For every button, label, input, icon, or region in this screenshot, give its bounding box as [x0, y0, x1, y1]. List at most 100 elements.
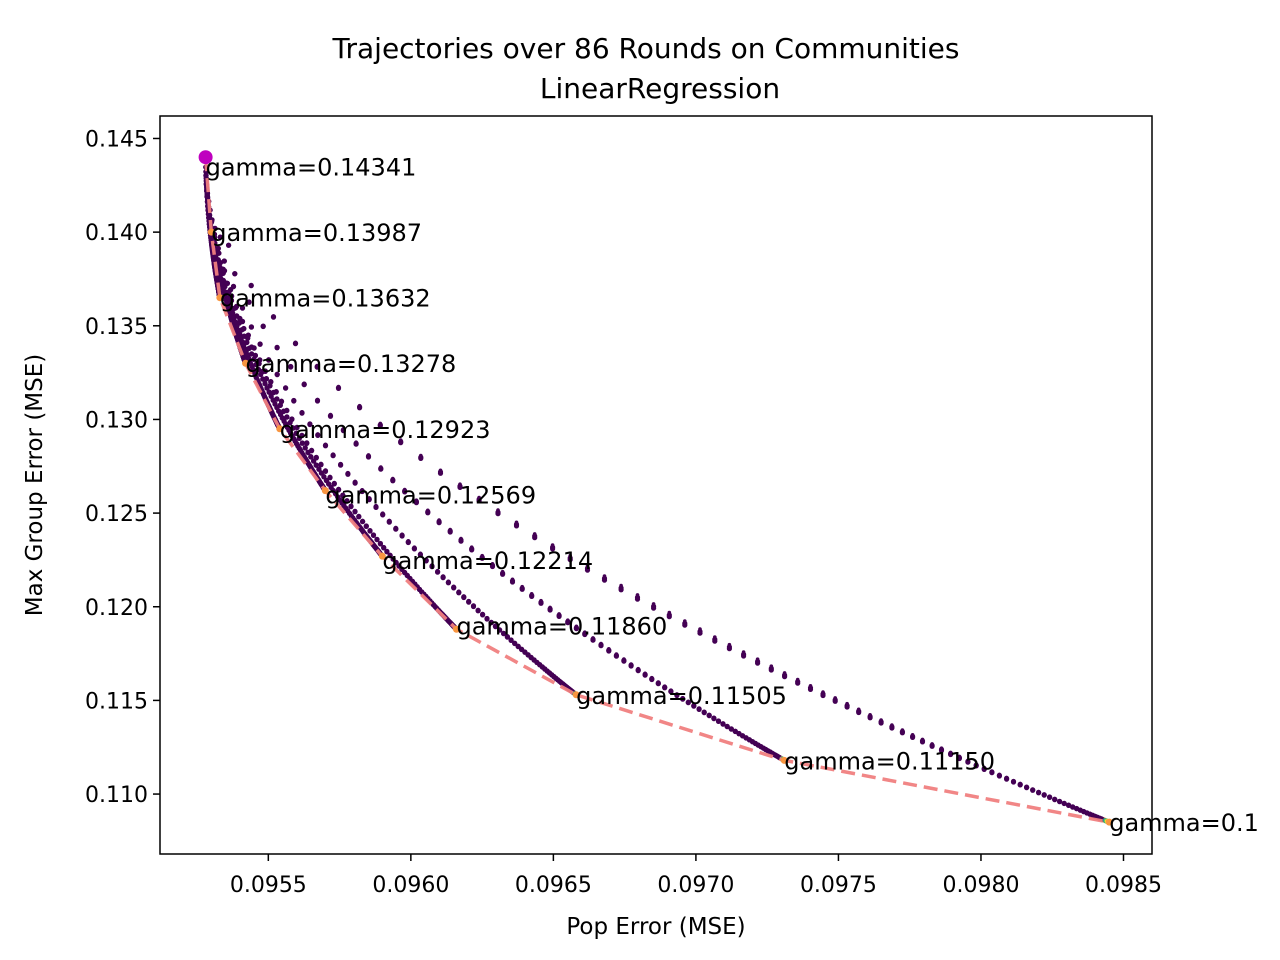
trajectory-point [1004, 775, 1009, 780]
trajectory-point [246, 356, 251, 360]
trajectory-point [418, 551, 423, 556]
trajectory-point [1024, 784, 1029, 789]
trajectory-point [245, 340, 249, 344]
x-tick-label: 0.0960 [372, 873, 449, 898]
trajectory-point [683, 619, 687, 623]
trajectory-point [305, 440, 309, 445]
trajectory-point [426, 508, 430, 513]
trajectory-point [643, 671, 647, 676]
trajectory-point [457, 589, 461, 594]
trajectory-point [532, 532, 537, 536]
trajectory-point [253, 353, 258, 357]
trajectory-point [948, 750, 953, 755]
trajectory-point [400, 532, 404, 537]
trajectory-point [245, 353, 250, 357]
trajectory-point [217, 251, 221, 255]
trajectory-point [725, 724, 729, 728]
y-tick-label: 0.115 [85, 689, 148, 714]
trajectory-point [379, 465, 383, 469]
trajectory-point [1085, 810, 1089, 815]
trajectory-point [466, 598, 471, 603]
trajectory-point [480, 553, 485, 558]
trajectory-point [338, 497, 342, 502]
trajectory-point [236, 328, 241, 332]
trajectory-point [316, 432, 320, 436]
trajectory-point [226, 295, 230, 300]
trajectory-point [1088, 812, 1092, 816]
trajectory-point [261, 323, 266, 328]
trajectory-point [279, 398, 284, 403]
trajectory-point [222, 259, 227, 263]
trajectory-point [636, 666, 640, 671]
trajectory-point [357, 513, 361, 518]
trajectory-point [331, 488, 336, 492]
trajectory-point [574, 624, 579, 629]
y-tick-label: 0.130 [85, 408, 148, 433]
trajectory-point [729, 726, 734, 731]
trajectory-point [229, 294, 234, 298]
chart-title: Trajectories over 86 Rounds on Communiti… [332, 32, 960, 65]
trajectory-point [744, 735, 748, 740]
trajectory-point [345, 508, 350, 513]
trajectory-point [285, 407, 289, 412]
trajectory-point [360, 488, 365, 492]
gamma-annotation: gamma=0.12214 [382, 547, 593, 575]
trajectory-point [406, 539, 411, 543]
trajectory-point [405, 573, 410, 577]
trajectory-point [243, 346, 247, 351]
gamma-annotation: gamma=0.12923 [280, 416, 491, 444]
trajectory-point [424, 557, 429, 562]
trajectory-point [293, 340, 298, 345]
trajectory-point [276, 409, 281, 413]
trajectory-point [1062, 801, 1066, 805]
trajectory-point [267, 389, 271, 394]
trajectory-point [686, 699, 691, 704]
trajectory-point [317, 466, 321, 471]
trajectory-point [430, 563, 434, 567]
trajectory-point [741, 650, 746, 654]
trajectory-point [387, 518, 392, 523]
trajectory-point [650, 675, 654, 680]
trajectory-point [349, 503, 353, 508]
trajectory-point [890, 723, 894, 727]
trajectory-point [314, 455, 319, 459]
gamma-annotation: gamma=0.11505 [576, 682, 787, 710]
trajectory-point [1078, 808, 1083, 812]
y-tick-label: 0.120 [85, 596, 148, 621]
trajectory-point [583, 630, 587, 634]
trajectory-point [669, 688, 673, 692]
y-tick-label: 0.125 [85, 502, 148, 527]
trajectory-point [249, 362, 253, 366]
annotations: gamma=0.14341 gamma=0.13987 gamma=0.13632 g… [206, 154, 1259, 838]
trajectory-point [314, 462, 319, 467]
trajectory-point [252, 345, 256, 350]
trajectory-point [497, 627, 502, 631]
trajectory-point [737, 731, 741, 735]
trajectory-point [354, 440, 358, 445]
trajectory-point [292, 398, 296, 402]
trajectory-point [446, 579, 451, 584]
trajectory-point [225, 281, 230, 285]
trajectory-point [419, 453, 423, 458]
trajectory-point [360, 518, 365, 523]
trajectory-point [391, 556, 395, 561]
trajectory-point [204, 174, 208, 178]
trajectory-point [400, 566, 404, 571]
trajectory-point [266, 357, 271, 362]
trajectory-point [755, 657, 760, 661]
trajectory-point [535, 660, 539, 664]
trajectory-point [329, 485, 333, 489]
trajectory-point [782, 671, 787, 675]
trajectory-point [557, 612, 561, 616]
trajectory-point [692, 703, 696, 707]
trajectory-point [957, 754, 962, 759]
trajectory-point [712, 715, 716, 720]
trajectory-point [402, 487, 407, 492]
trajectory-point [374, 503, 378, 508]
trajectory-point [713, 635, 717, 639]
trajectory-point [619, 583, 623, 588]
trajectory-point [367, 496, 372, 500]
trajectory-point [602, 574, 607, 578]
trajectory-point [271, 397, 275, 402]
trajectory-point [662, 684, 667, 688]
